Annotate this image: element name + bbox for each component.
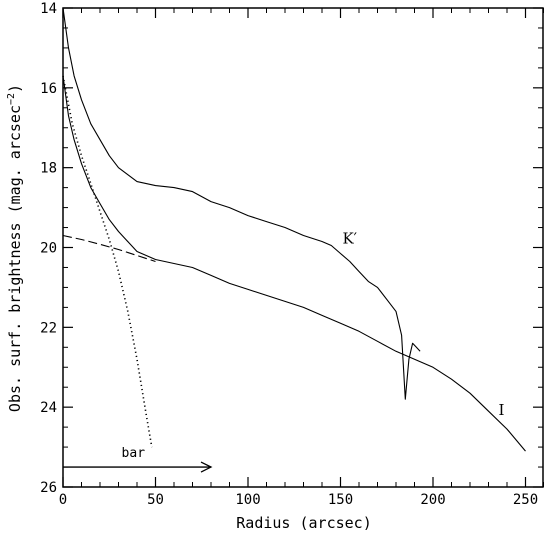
y-tick-label: 24 (40, 400, 57, 416)
y-tick-label: 20 (40, 241, 57, 257)
y-tick-label: 26 (40, 480, 57, 496)
x-tick-label: 0 (59, 492, 67, 508)
y-tick-label: 14 (40, 1, 57, 17)
x-tick-label: 100 (235, 492, 260, 508)
series-layer (62, 7, 526, 452)
x-tick-label: 150 (328, 492, 353, 508)
x-tick-label: 50 (147, 492, 164, 508)
x-tick-label: 250 (513, 492, 538, 508)
y-axis-title-sup: −2 (6, 93, 17, 105)
y-axis-title: Obs. surf. brightness (mag. arcsec−2) (6, 84, 24, 412)
bar-arrow-head (200, 461, 213, 473)
y-tick-label: 18 (40, 161, 57, 177)
series-line-dashed-fit (62, 234, 156, 263)
annotation-label: I (498, 401, 504, 419)
series-line-i (62, 75, 526, 452)
axes-layer: 0 50 100 150 200 250 14 16 18 20 22 24 26 (40, 1, 544, 508)
y-tick-label: 16 (40, 81, 57, 97)
series-line-dotted-fit (62, 75, 153, 448)
annotation-label: K′ (342, 230, 357, 248)
annotation-bar: bar (122, 446, 146, 461)
x-axis-title: Radius (arcsec) (236, 514, 371, 532)
y-axis-title-main: Obs. surf. brightness (mag. arcsec (6, 105, 24, 412)
x-tick-label: 200 (420, 492, 445, 508)
plot-frame (62, 7, 544, 488)
series-line-k (62, 7, 421, 400)
y-tick-label: 22 (40, 320, 57, 336)
y-axis-title-close: ) (6, 84, 24, 93)
